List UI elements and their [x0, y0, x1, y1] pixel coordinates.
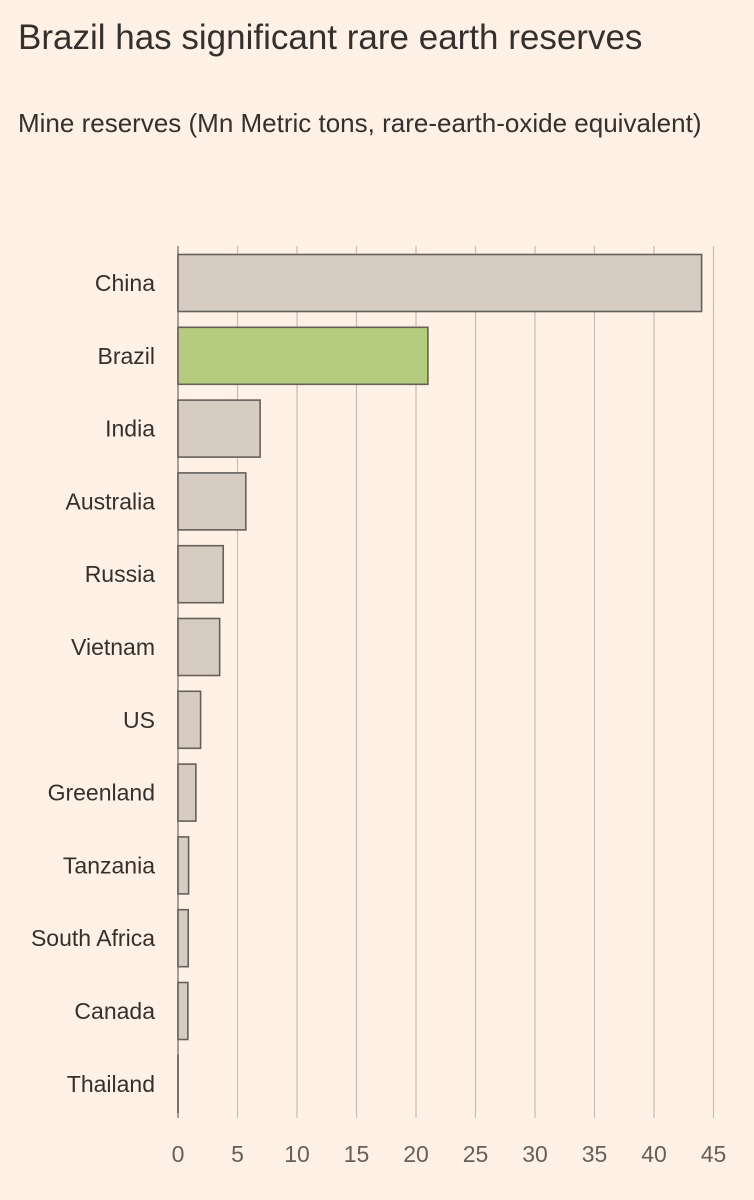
category-label-south-africa: South Africa: [31, 925, 155, 951]
x-tick-label-10: 10: [284, 1141, 310, 1167]
bar-china: [177, 253, 703, 313]
bar-tanzania: [177, 836, 190, 895]
bar-south-africa: [177, 908, 190, 968]
category-label-tanzania: Tanzania: [63, 852, 155, 878]
category-label-brazil: Brazil: [97, 343, 155, 369]
x-tick-label-0: 0: [172, 1141, 185, 1167]
category-label-canada: Canada: [74, 998, 155, 1024]
bar-greenland: [177, 763, 197, 822]
bar-canada: [177, 981, 189, 1041]
bar-us: [177, 690, 202, 750]
x-tick-label-45: 45: [701, 1141, 727, 1167]
bar-russia: [177, 544, 225, 604]
category-label-vietnam: Vietnam: [71, 634, 155, 660]
bar-brazil: [177, 326, 429, 386]
x-tick-label-25: 25: [463, 1141, 489, 1167]
x-tick-label-30: 30: [522, 1141, 548, 1167]
category-label-russia: Russia: [85, 561, 156, 587]
category-label-greenland: Greenland: [48, 780, 155, 806]
x-tick-label-35: 35: [582, 1141, 608, 1167]
x-tick-label-15: 15: [344, 1141, 370, 1167]
category-label-thailand: Thailand: [67, 1071, 155, 1097]
bar-india: [177, 399, 261, 458]
x-tick-label-5: 5: [231, 1141, 244, 1167]
bar-vietnam: [177, 617, 221, 677]
chart-title: Brazil has significant rare earth reserv…: [18, 18, 643, 57]
category-label-us: US: [123, 707, 155, 733]
bar-australia: [177, 472, 247, 531]
category-label-australia: Australia: [66, 488, 156, 514]
x-tick-label-20: 20: [403, 1141, 429, 1167]
category-label-india: India: [105, 416, 155, 442]
category-label-china: China: [95, 270, 155, 296]
chart-subtitle: Mine reserves (Mn Metric tons, rare-eart…: [18, 108, 702, 138]
x-tick-label-40: 40: [641, 1141, 667, 1167]
